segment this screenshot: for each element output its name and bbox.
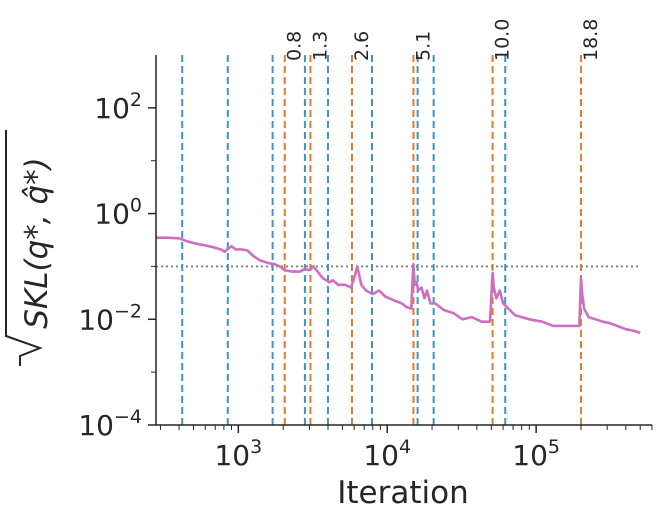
y-tick-label: 10−4 xyxy=(78,406,142,442)
y-axis-title: SKL(q*, q̂*) xyxy=(5,130,55,366)
y-tick-label: 10−2 xyxy=(78,300,142,336)
x-axis-ticks: 103 104 105 xyxy=(159,425,653,472)
series-line xyxy=(156,236,641,335)
y-tick-label: 102 xyxy=(94,89,142,125)
vertical-line-labels: 0.8 1.3 2.6 5.1 10.0 18.8 xyxy=(284,19,602,61)
vline-label: 2.6 xyxy=(351,31,373,61)
y-tick-label: 100 xyxy=(94,195,142,231)
vline-label: 0.8 xyxy=(284,31,306,61)
vertical-lines xyxy=(181,55,582,425)
series-layer xyxy=(156,236,641,335)
vline-label: 18.8 xyxy=(580,19,602,61)
y-axis-title-text: SKL(q*, q̂*) xyxy=(19,157,55,329)
vline-label: 1.3 xyxy=(309,31,331,61)
y-axis-ticks: 102 100 10−2 10−4 xyxy=(78,89,156,442)
x-tick-label: 103 xyxy=(214,436,262,472)
x-axis-title: Iteration xyxy=(337,475,469,511)
vline-label: 10.0 xyxy=(492,19,514,61)
axes xyxy=(155,55,652,426)
sqrt-radical-icon xyxy=(5,130,43,366)
x-tick-label: 105 xyxy=(512,436,560,472)
x-tick-label: 104 xyxy=(363,436,411,472)
vline-label: 5.1 xyxy=(412,31,434,61)
